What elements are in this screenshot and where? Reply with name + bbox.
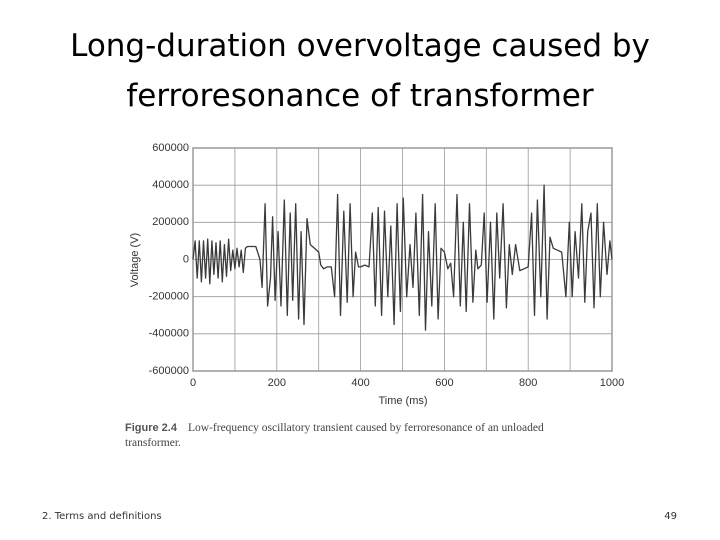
- y-tick-label: 200000: [152, 216, 189, 228]
- caption: Low-frequency oscillatory transient caus…: [188, 422, 544, 434]
- y-axis-label: Voltage (V): [129, 233, 141, 287]
- y-tick-label: -400000: [149, 328, 189, 340]
- page-number: 49: [664, 511, 677, 522]
- x-tick-label: 200: [268, 377, 286, 389]
- x-tick-label: 800: [519, 377, 537, 389]
- x-tick-label: 600: [435, 377, 453, 389]
- y-tick-label: -200000: [149, 291, 189, 303]
- y-tick-label: 600000: [152, 142, 189, 154]
- slide-title: Long-duration overvoltage caused by: [70, 28, 650, 64]
- y-tick-label: -600000: [149, 365, 189, 377]
- caption: transformer.: [125, 437, 181, 449]
- slide-title: ferroresonance of transformer: [126, 78, 594, 114]
- x-axis-label: Time (ms): [378, 395, 427, 407]
- x-tick-label: 1000: [600, 377, 624, 389]
- x-tick-label: 0: [190, 377, 196, 389]
- y-tick-label: 0: [183, 253, 189, 265]
- footer: 2. Terms and definitions: [42, 511, 162, 522]
- y-tick-label: 400000: [152, 179, 189, 191]
- x-tick-label: 400: [351, 377, 369, 389]
- figure-label: Figure 2.4: [125, 422, 178, 434]
- waveform: [192, 184, 613, 331]
